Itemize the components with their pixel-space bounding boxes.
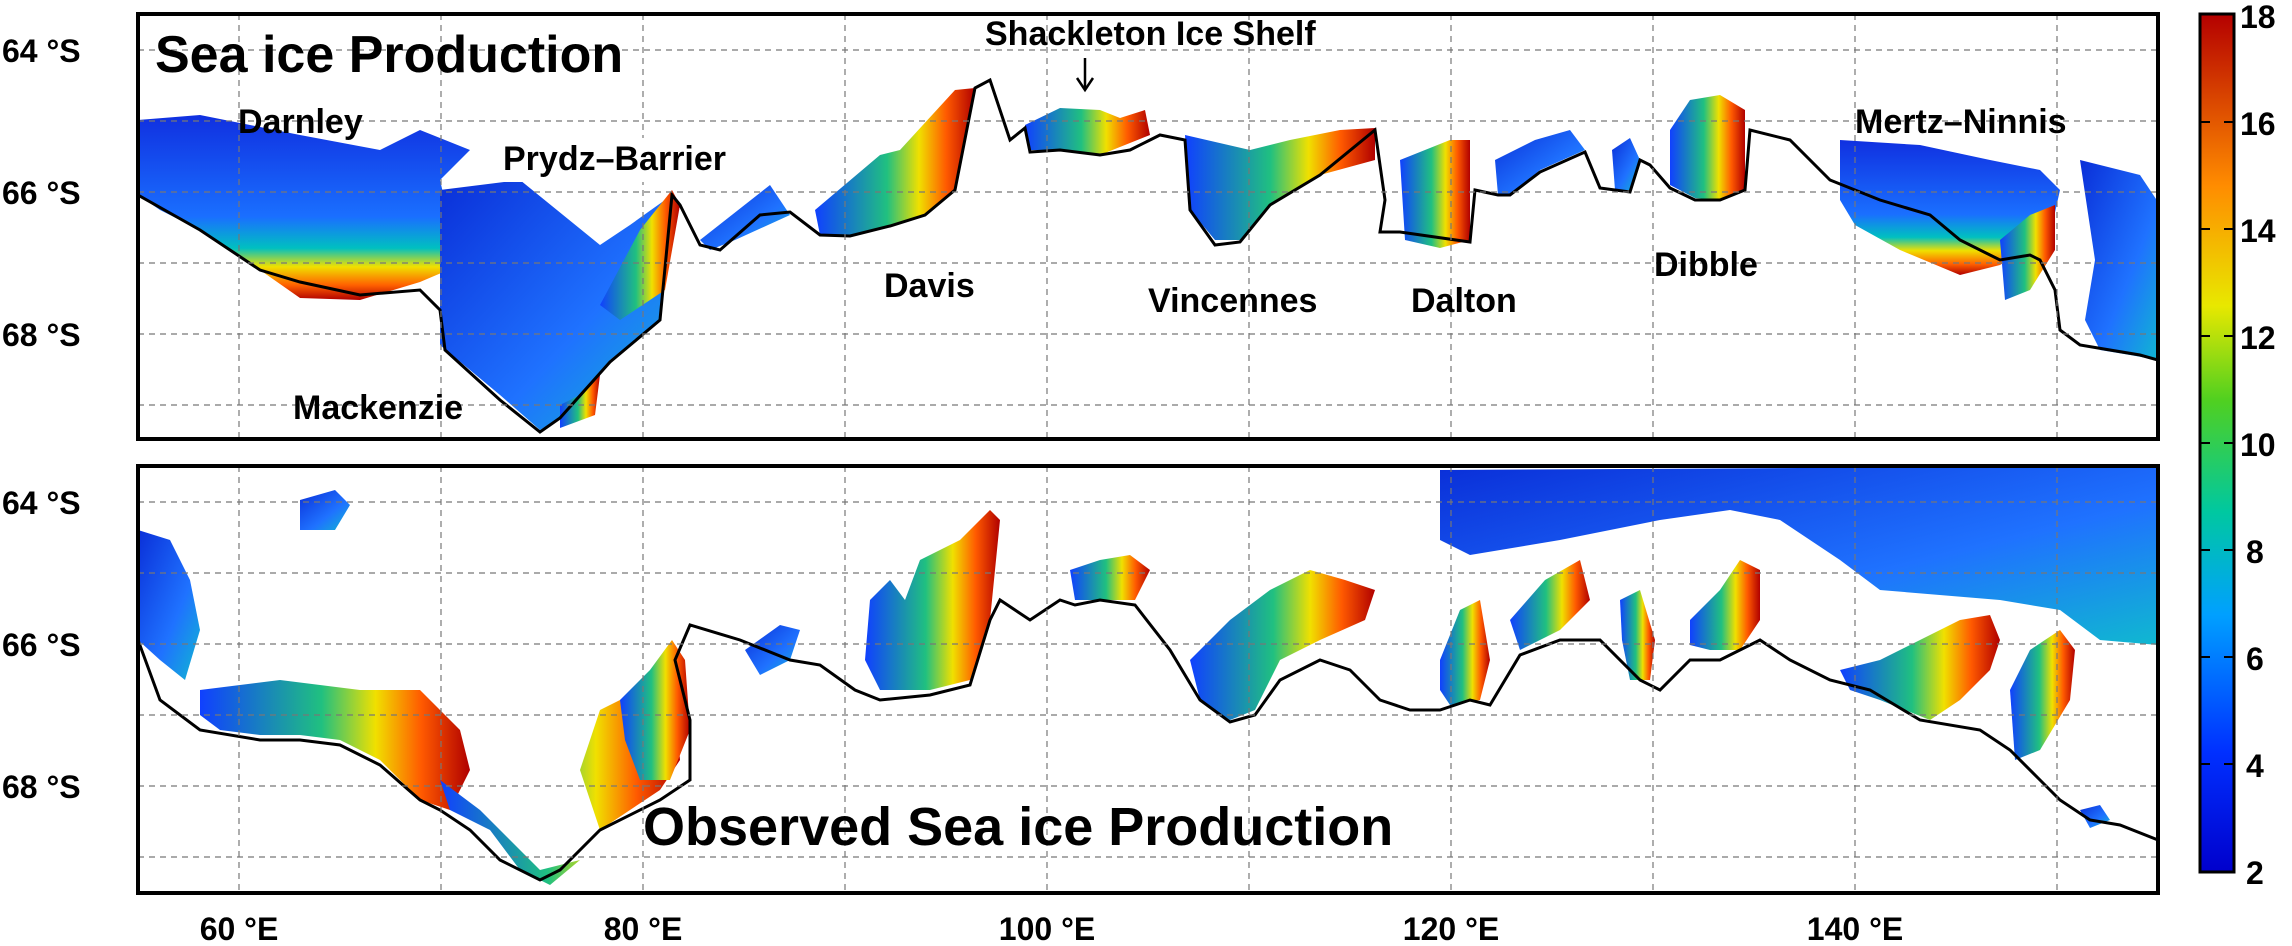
colorbar: 2 4 6 8 10 12 14 16 18 bbox=[2198, 0, 2276, 891]
obs-vincennes-ice bbox=[1190, 570, 1375, 720]
colorbar-tick-4: 4 bbox=[2246, 748, 2264, 784]
lat-tick-bot-64: 64 °S bbox=[2, 485, 81, 521]
panel-title: Sea ice Production bbox=[155, 26, 623, 84]
grid-bottom bbox=[138, 466, 2158, 893]
observed-panel: Observed Sea ice Production bbox=[136, 464, 2160, 895]
grid-top bbox=[138, 14, 2158, 439]
obs-far-west-ice bbox=[138, 530, 200, 680]
region-mertz-east-ice bbox=[2000, 205, 2055, 300]
model-panel: Sea ice Production Darnley Prydz–Barrier… bbox=[136, 12, 2160, 441]
lat-tick-top-68: 68 °S bbox=[2, 317, 81, 353]
region-shackleton-ice bbox=[1025, 108, 1150, 155]
label-mackenzie: Mackenzie bbox=[293, 389, 463, 427]
colorbar-tick-12: 12 bbox=[2240, 320, 2276, 356]
obs-mackenzie-ice bbox=[440, 660, 680, 885]
obs-offshore-band bbox=[1440, 466, 2158, 645]
lat-tick-top-66: 66 °S bbox=[2, 175, 81, 211]
lat-tick-labels: 64 °S 66 °S 68 °S 64 °S 66 °S 68 °S bbox=[2, 33, 81, 805]
lon-tick-120: 120 °E bbox=[1403, 911, 1499, 946]
obs-davis-ice bbox=[865, 510, 1000, 690]
region-vincennes-ice bbox=[1185, 128, 1375, 240]
obs-dibble-ice bbox=[1690, 560, 1760, 650]
lat-tick-bot-68: 68 °S bbox=[2, 769, 81, 805]
obs-dalton-east-ice bbox=[1510, 560, 1590, 650]
region-prydz-ice bbox=[600, 190, 680, 320]
colorbar-tick-10: 10 bbox=[2240, 427, 2276, 463]
obs-small-patch bbox=[300, 490, 350, 530]
obs-mertz-east-ice bbox=[2010, 630, 2075, 760]
region-davis-ice bbox=[815, 88, 975, 235]
region-dibble-small-ice bbox=[1612, 138, 1640, 190]
label-shackleton: Shackleton Ice Shelf bbox=[985, 15, 1316, 53]
coastline-top bbox=[138, 77, 2158, 434]
obs-mertz-ice bbox=[1840, 615, 2000, 720]
label-prydz: Prydz–Barrier bbox=[503, 140, 726, 178]
colorbar-tick-14: 14 bbox=[2240, 213, 2276, 249]
colorbar-tick-8: 8 bbox=[2246, 534, 2264, 570]
obs-east-prydz-ice bbox=[745, 625, 800, 675]
obs-prydz-ice bbox=[620, 640, 690, 780]
label-davis: Davis bbox=[884, 267, 975, 305]
label-vincennes: Vincennes bbox=[1148, 282, 1317, 320]
obs-dalton-ice bbox=[1440, 600, 1490, 705]
ice-production-field bbox=[138, 77, 2158, 434]
colorbar-tick-2: 2 bbox=[2246, 855, 2264, 891]
colorbar-tick-6: 6 bbox=[2246, 641, 2264, 677]
obs-dibble-small-ice bbox=[1620, 590, 1655, 680]
lat-tick-top-64: 64 °S bbox=[2, 33, 81, 69]
label-dibble: Dibble bbox=[1654, 246, 1758, 284]
lon-tick-labels: 60 °E 80 °E 100 °E 120 °E 140 °E bbox=[200, 911, 1904, 946]
region-far-east-ice bbox=[2080, 160, 2158, 360]
lon-tick-100: 100 °E bbox=[999, 911, 1095, 946]
coastline-bottom bbox=[138, 597, 2158, 882]
lon-tick-80: 80 °E bbox=[604, 911, 683, 946]
region-dalton-ice bbox=[1400, 140, 1470, 248]
region-dibble-ice bbox=[1670, 95, 1745, 200]
lon-tick-60: 60 °E bbox=[200, 911, 279, 946]
lat-tick-bot-66: 66 °S bbox=[2, 627, 81, 663]
frame-bottom bbox=[136, 464, 2160, 895]
lon-tick-140: 140 °E bbox=[1807, 911, 1903, 946]
region-darnley-ice bbox=[138, 115, 470, 300]
label-dalton: Dalton bbox=[1411, 282, 1517, 320]
region-mackenzie-front bbox=[560, 375, 600, 428]
colorbar-tick-16: 16 bbox=[2240, 106, 2276, 142]
region-mackenzie-ice bbox=[440, 180, 672, 430]
frame-top bbox=[136, 12, 2160, 441]
label-mertz: Mertz–Ninnis bbox=[1855, 103, 2067, 141]
label-darnley: Darnley bbox=[238, 103, 363, 141]
region-dalton-east-ice bbox=[1495, 130, 1585, 195]
observed-production-field bbox=[138, 466, 2158, 885]
colorbar-tick-18: 18 bbox=[2240, 0, 2276, 35]
panel-title-observed: Observed Sea ice Production bbox=[643, 797, 1393, 857]
shackleton-arrow bbox=[1075, 58, 1095, 93]
region-east-prydz-ice bbox=[700, 185, 790, 250]
label-prydz-bg bbox=[493, 138, 783, 182]
obs-darnley-ice bbox=[200, 680, 470, 810]
obs-shackleton-ice bbox=[1070, 555, 1150, 600]
